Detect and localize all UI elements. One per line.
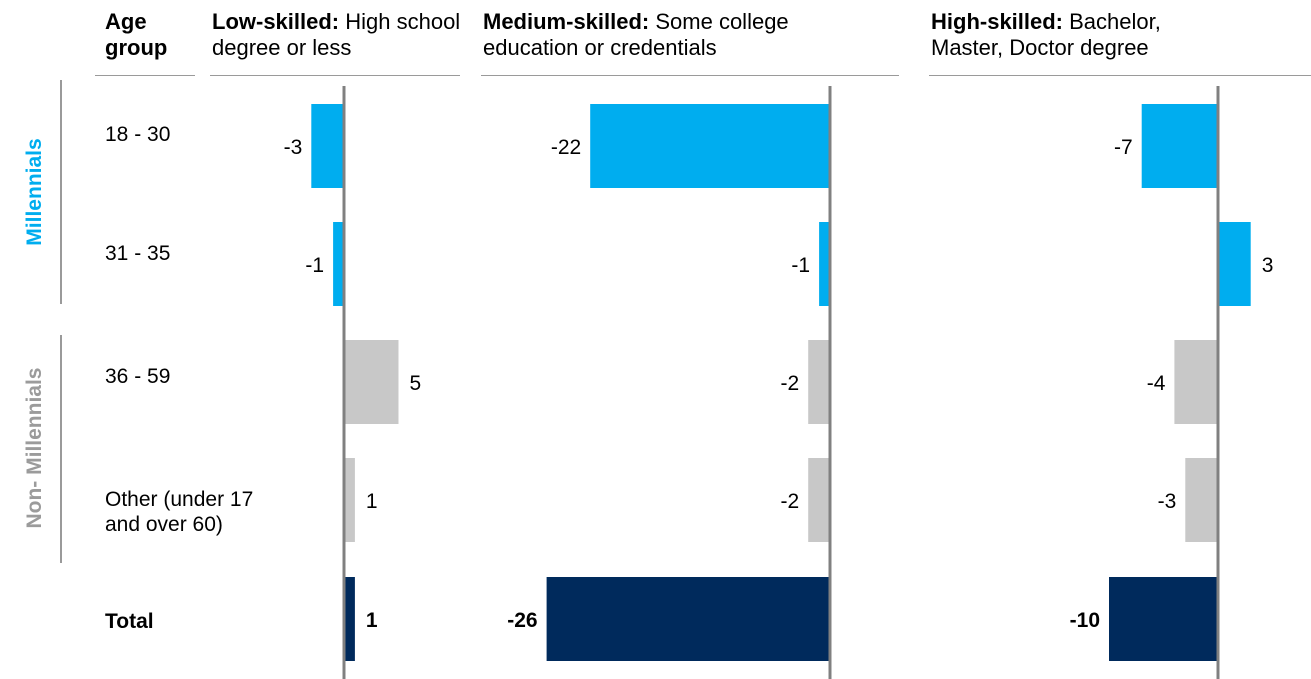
data-label-p0-r0: -3 bbox=[284, 136, 303, 159]
bar-p2-r4 bbox=[1109, 577, 1218, 661]
medium-skilled-header: Medium-skilled: Some college education o… bbox=[483, 9, 883, 61]
header-rule-high bbox=[929, 75, 1311, 76]
header-rule-low bbox=[210, 75, 460, 76]
data-label-p0-r4: 1 bbox=[366, 609, 378, 632]
header-rule-medium bbox=[481, 75, 899, 76]
data-label-p2-r1: 3 bbox=[1262, 254, 1274, 277]
non-millennials-bracket-line bbox=[60, 335, 62, 563]
bar-p2-r0 bbox=[1141, 104, 1218, 188]
row-label-36-59: 36 - 59 bbox=[105, 365, 171, 388]
age-group-header: Age group bbox=[105, 9, 168, 60]
bar-p2-r3 bbox=[1185, 458, 1218, 542]
data-label-p1-r4: -26 bbox=[507, 609, 537, 632]
low-skilled-header: Low-skilled: High school degree or less bbox=[212, 9, 477, 61]
bar-p0-r0 bbox=[311, 104, 344, 188]
data-label-p1-r0: -22 bbox=[551, 136, 581, 159]
bar-p1-r1 bbox=[819, 222, 830, 306]
data-label-p2-r0: -7 bbox=[1114, 136, 1133, 159]
bar-p1-r2 bbox=[808, 340, 830, 424]
data-label-p0-r3: 1 bbox=[366, 490, 378, 513]
row-label-total: Total bbox=[105, 610, 154, 633]
row-label-18-30: 18 - 30 bbox=[105, 123, 171, 146]
header-rule-age bbox=[95, 75, 195, 76]
data-label-p1-r1: -1 bbox=[791, 254, 810, 277]
bar-p0-r3 bbox=[344, 458, 355, 542]
data-label-p2-r4: -10 bbox=[1070, 609, 1100, 632]
bar-p0-r4 bbox=[344, 577, 355, 661]
bar-p0-r2 bbox=[344, 340, 399, 424]
data-label-p1-r3: -2 bbox=[781, 490, 800, 513]
medium-skilled-header-text: Some college education or credentials bbox=[483, 9, 789, 60]
data-label-p0-r2: 5 bbox=[410, 372, 422, 395]
data-label-p2-r2: -4 bbox=[1147, 372, 1166, 395]
bar-p1-r3 bbox=[808, 458, 830, 542]
high-skilled-header: High-skilled: Bachelor, Master, Doctor d… bbox=[931, 9, 1221, 61]
high-skilled-header-bold: High-skilled: bbox=[931, 9, 1064, 34]
bar-p2-r1 bbox=[1218, 222, 1251, 306]
data-label-p2-r3: -3 bbox=[1158, 490, 1177, 513]
row-label-other: Other (under 17 and over 60) bbox=[105, 488, 254, 536]
bar-p1-r4 bbox=[546, 577, 830, 661]
row-label-31-35: 31 - 35 bbox=[105, 242, 171, 265]
bar-p0-r1 bbox=[333, 222, 344, 306]
high-skilled-header-text: Bachelor, Master, Doctor degree bbox=[931, 9, 1161, 60]
low-skilled-header-text: High school degree or less bbox=[212, 9, 461, 60]
data-label-p0-r1: -1 bbox=[305, 254, 324, 277]
data-label-p1-r2: -2 bbox=[781, 372, 800, 395]
bar-p2-r2 bbox=[1174, 340, 1218, 424]
millennials-bracket-line bbox=[60, 80, 62, 304]
medium-skilled-header-bold: Medium-skilled: bbox=[483, 9, 650, 34]
bar-p1-r0 bbox=[590, 104, 830, 188]
low-skilled-header-bold: Low-skilled: bbox=[212, 9, 340, 34]
